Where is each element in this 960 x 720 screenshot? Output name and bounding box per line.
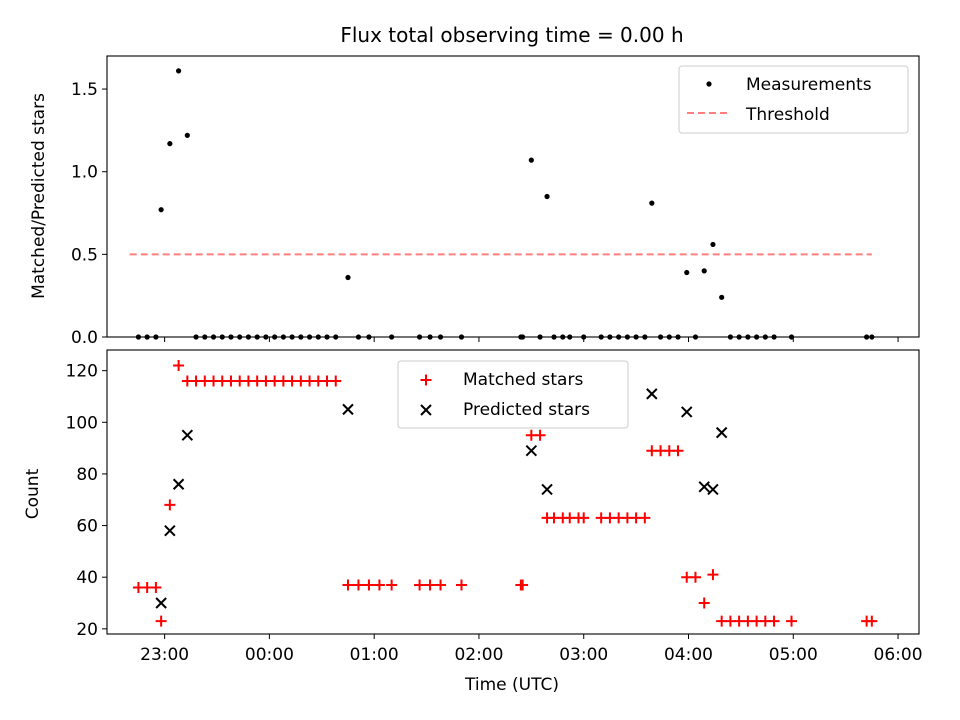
legend-matched-stars-label: Matched stars	[463, 370, 583, 390]
legend-matched-plus	[420, 374, 432, 386]
y-tick-label: 80	[76, 465, 98, 485]
predicted-stars-point	[707, 483, 719, 496]
legend-measurements-label: Measurements	[746, 75, 872, 95]
measurements-point	[184, 132, 190, 138]
matched-stars-point	[352, 579, 364, 591]
matched-stars-point	[455, 579, 467, 591]
matched-stars-point	[342, 579, 354, 591]
x-axis-label: Time (UTC)	[464, 675, 559, 695]
predicted-stars-point	[164, 525, 176, 537]
predicted-stars-point	[172, 478, 185, 490]
y-tick-label: 60	[76, 517, 98, 537]
predicted-stars-point	[698, 481, 710, 493]
x-tick-label: 01:00	[350, 645, 399, 665]
top-y-ticks: 0.0 0.5 1.0 1.5	[71, 80, 107, 348]
predicted-stars-point	[715, 426, 728, 439]
x-tick-label: 02:00	[454, 645, 503, 665]
top-legend-box	[678, 65, 909, 134]
y-tick-label: 20	[76, 620, 98, 640]
matched-stars-point	[363, 579, 375, 591]
y-tick-label: 40	[76, 568, 98, 588]
legend-threshold-label: Threshold	[745, 105, 830, 125]
bottom-panel: 20 40 60 80 100 120 23:00 00:00 01:00 02:00 03:00…	[23, 349, 923, 695]
predicted-stars-point	[525, 444, 538, 457]
predicted-stars-point	[681, 406, 693, 418]
measurements-point	[710, 241, 716, 248]
bottom-data-marks	[132, 359, 878, 627]
matched-stars-point	[698, 597, 710, 609]
legend-predicted-stars-marker	[420, 404, 432, 416]
y-tick-label: 120	[66, 362, 98, 382]
matched-stars-point	[768, 615, 780, 627]
legend-matched-stars-marker	[420, 374, 432, 386]
top-x-ticks	[164, 337, 899, 342]
matched-stars-point	[707, 569, 719, 581]
matched-stars-point	[786, 615, 798, 627]
predicted-stars-point	[155, 597, 167, 609]
y-tick-label: 0.0	[71, 328, 98, 348]
bottom-y-axis-label: Count	[23, 468, 43, 519]
predicted-stars-point	[342, 403, 354, 416]
bottom-y-ticks: 20 40 60 80 100 120	[66, 362, 107, 640]
matched-stars-point	[672, 445, 684, 457]
matched-stars-point	[639, 512, 651, 524]
x-tick-label: 05:00	[769, 645, 818, 665]
top-y-axis-label: Matched/Predicted stars	[29, 93, 49, 299]
measurements-point	[701, 268, 707, 274]
x-tick-label: 03:00	[559, 645, 608, 665]
predicted-stars-point	[181, 429, 194, 441]
chart-title: Flux total observing time = 0.00 h	[340, 23, 683, 47]
bottom-x-ticks: 23:00 00:00 01:00 02:00 03:00 04:00 05:00 06:00	[140, 634, 923, 665]
x-tick-label: 23:00	[140, 645, 189, 665]
top-axes-frame	[106, 55, 920, 338]
matched-stars-point	[373, 579, 385, 591]
legend-predicted-stars-label: Predicted stars	[463, 400, 590, 420]
matched-stars-point	[866, 615, 878, 627]
legend-measurements-dot	[706, 81, 712, 87]
y-tick-label: 100	[66, 413, 98, 433]
measurements-point	[175, 68, 182, 74]
x-tick-label: 06:00	[874, 645, 923, 665]
measurements-point	[167, 141, 173, 147]
matched-stars-point	[386, 579, 398, 591]
y-tick-label: 1.5	[71, 80, 98, 100]
matched-stars-point	[173, 359, 185, 371]
measurements-point	[544, 193, 550, 200]
measurements-point	[528, 157, 534, 163]
matched-stars-point	[578, 512, 590, 524]
predicted-stars-point	[646, 388, 658, 400]
matched-stars-point	[435, 579, 447, 591]
matched-stars-point	[689, 571, 701, 583]
measurements-point	[158, 207, 164, 213]
matched-stars-point	[150, 582, 162, 594]
bottom-legend-box	[397, 360, 629, 429]
y-tick-label: 0.5	[71, 245, 98, 265]
matched-stars-point	[424, 579, 436, 591]
top-panel: 0.0 0.5 1.0 1.5 Matched/Predicted stars Mea…	[29, 55, 920, 348]
matched-stars-point	[330, 375, 342, 387]
legend-measurements-marker	[706, 81, 712, 87]
top-legend: Measurements Threshold	[678, 65, 909, 134]
predicted-stars-point	[541, 483, 553, 496]
legend-predicted-x	[420, 404, 432, 416]
measurements-point	[684, 269, 690, 276]
measurements-point	[649, 200, 655, 206]
matched-stars-point	[414, 579, 426, 591]
matched-stars-point	[534, 429, 546, 441]
matched-stars-point	[164, 499, 176, 511]
bottom-axes-frame	[106, 349, 920, 635]
matched-stars-point	[517, 579, 529, 591]
matched-stars-point	[155, 615, 167, 627]
y-tick-label: 1.0	[71, 163, 98, 183]
measurements-point	[719, 294, 725, 300]
x-tick-label: 00:00	[245, 645, 294, 665]
measurements-point	[345, 274, 351, 281]
x-tick-label: 04:00	[664, 645, 713, 665]
bottom-legend: Matched stars Predicted stars	[397, 360, 629, 429]
